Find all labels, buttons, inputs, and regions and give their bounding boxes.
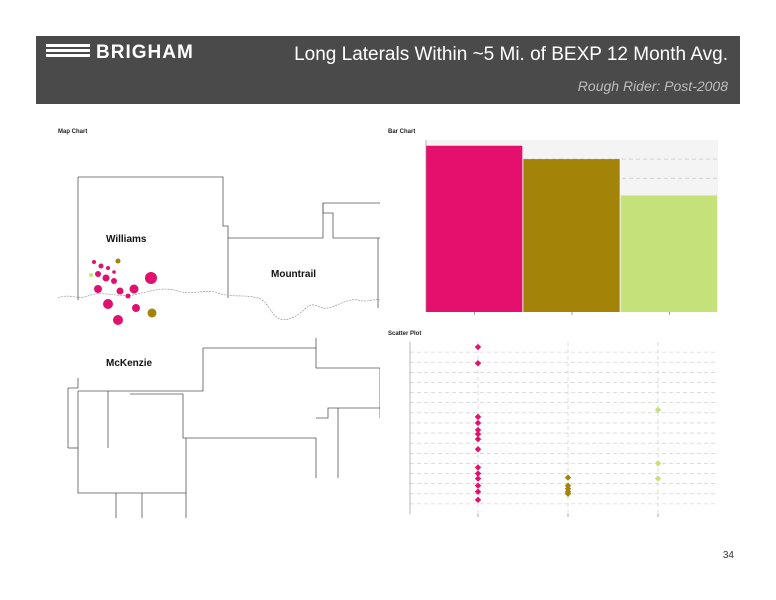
scatter-point bbox=[474, 343, 482, 351]
logo-text: BRIGHAM bbox=[96, 42, 194, 63]
county-map: Williams Mountrail McKenzie bbox=[57, 158, 381, 518]
logo-bars-icon bbox=[46, 44, 90, 59]
scatter-point bbox=[474, 482, 482, 489]
scatter-point bbox=[474, 360, 482, 367]
scatter-point bbox=[474, 419, 482, 427]
scatter-plot-area bbox=[410, 342, 716, 514]
bar-1 bbox=[523, 159, 620, 312]
slide-subtitle: Rough Rider: Post-2008 bbox=[577, 78, 728, 94]
slide-title: Long Laterals Within ~5 Mi. of BEXP 12 M… bbox=[294, 44, 728, 65]
bar-0 bbox=[426, 145, 523, 312]
county-label-mckenzie: McKenzie bbox=[106, 358, 153, 369]
scatter-plot bbox=[409, 342, 716, 517]
scatter-point bbox=[474, 464, 482, 471]
map-well-markers bbox=[89, 258, 157, 325]
scatter-point bbox=[474, 413, 482, 421]
bar-panel-label: Bar Chart bbox=[388, 129, 416, 135]
scatter-point bbox=[654, 475, 662, 482]
map-panel-label: Map Chart bbox=[58, 129, 88, 135]
scatter-point bbox=[474, 475, 482, 482]
scatter-point bbox=[474, 470, 482, 477]
scatter-point bbox=[564, 474, 572, 481]
county-map-lines bbox=[57, 176, 381, 518]
county-label-williams: Williams bbox=[106, 234, 147, 245]
scatter-point bbox=[474, 435, 482, 443]
scatter-point bbox=[474, 430, 482, 438]
scatter-panel-label: Scatter Plot bbox=[388, 331, 422, 337]
scatter-point bbox=[654, 460, 662, 467]
page-number: 34 bbox=[722, 550, 734, 561]
scatter-point bbox=[474, 446, 482, 453]
scatter-point bbox=[654, 406, 662, 413]
scatter-point bbox=[564, 490, 572, 497]
slide-header: BRIGHAM Long Laterals Within ~5 Mi. of B… bbox=[36, 36, 740, 104]
county-label-mountrail: Mountrail bbox=[271, 269, 316, 280]
bar-2 bbox=[620, 195, 717, 312]
bar-chart bbox=[425, 140, 718, 315]
